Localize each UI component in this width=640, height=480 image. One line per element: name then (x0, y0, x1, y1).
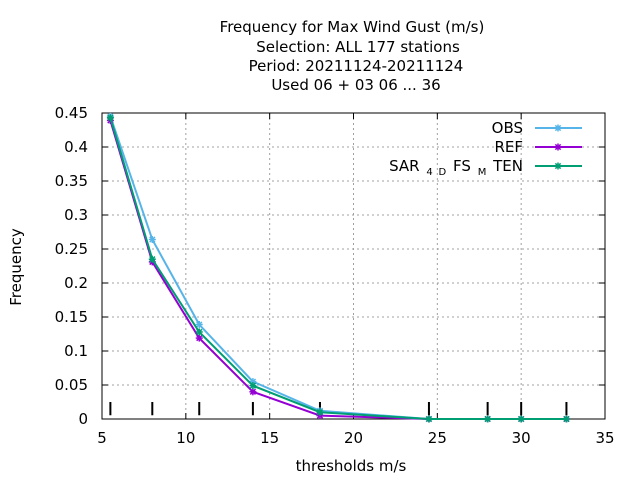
data-point (148, 255, 156, 263)
data-point (425, 415, 433, 423)
legend-label-sar-part-3: TEN (492, 157, 523, 175)
legend-swatch-marker (554, 143, 562, 151)
series-layer (106, 112, 570, 423)
data-point (195, 320, 203, 328)
legend: OBS REF SAR 4 D FS M TEN (389, 119, 582, 179)
legend-swatches (535, 124, 582, 170)
y-tick-label: 0.35 (55, 172, 88, 190)
data-point (106, 114, 114, 122)
x-tick-label: 20 (344, 429, 363, 447)
legend-label-obs: OBS (492, 119, 523, 137)
x-axis-label: thresholds m/s (296, 457, 407, 475)
grid (102, 113, 605, 419)
y-tick-label: 0.1 (64, 342, 88, 360)
y-axis-label: Frequency (7, 228, 25, 306)
legend-label-sar-part-2: FS (453, 157, 471, 175)
legend-label-sar-sub-1: 4 (426, 167, 432, 178)
data-point (249, 388, 257, 396)
data-point (148, 235, 156, 243)
chart-title-line-2: Selection: ALL 177 stations (256, 38, 460, 56)
chart-title: Frequency for Max Wind Gust (m/s) Select… (220, 18, 485, 94)
legend-label-sar-sub-3: M (478, 167, 487, 178)
data-point (249, 382, 257, 390)
x-tick-label: 15 (260, 429, 279, 447)
x-tick-label: 25 (428, 429, 447, 447)
legend-label-ref: REF (494, 138, 523, 156)
data-point (195, 328, 203, 336)
y-tick-label: 0.4 (64, 138, 88, 156)
axis-ticks: 5 10 15 20 25 30 35 0 0.05 0.1 0.15 0.2 0.25 0.3 0.35 0… (55, 104, 615, 447)
data-point (316, 408, 324, 416)
chart-title-line-1: Frequency for Max Wind Gust (m/s) (220, 18, 485, 36)
series-2 (106, 114, 570, 423)
x-tick-label: 5 (97, 429, 107, 447)
legend-label-sar-sub-2: D (439, 167, 447, 178)
data-point (517, 415, 525, 423)
data-point (484, 415, 492, 423)
chart-title-line-4: Used 06 + 03 06 ... 36 (271, 76, 440, 94)
chart-title-line-3: Period: 20211124-20211124 (249, 57, 464, 75)
legend-swatch-marker (554, 162, 562, 170)
legend-label-sar: SAR 4 D FS M TEN (389, 157, 523, 179)
y-tick-label: 0 (78, 410, 88, 428)
x-tick-label: 30 (512, 429, 531, 447)
x-tick-label: 10 (176, 429, 195, 447)
y-tick-label: 0.2 (64, 274, 88, 292)
y-tick-label: 0.45 (55, 104, 88, 122)
data-point (195, 334, 203, 342)
y-tick-label: 0.05 (55, 376, 88, 394)
legend-swatch-marker (554, 124, 562, 132)
legend-label-sar-part-1: SAR (389, 157, 419, 175)
y-tick-label: 0.15 (55, 308, 88, 326)
x-tick-label: 35 (595, 429, 614, 447)
y-tick-label: 0.3 (64, 206, 88, 224)
data-point (562, 415, 570, 423)
y-tick-label: 0.25 (55, 240, 88, 258)
